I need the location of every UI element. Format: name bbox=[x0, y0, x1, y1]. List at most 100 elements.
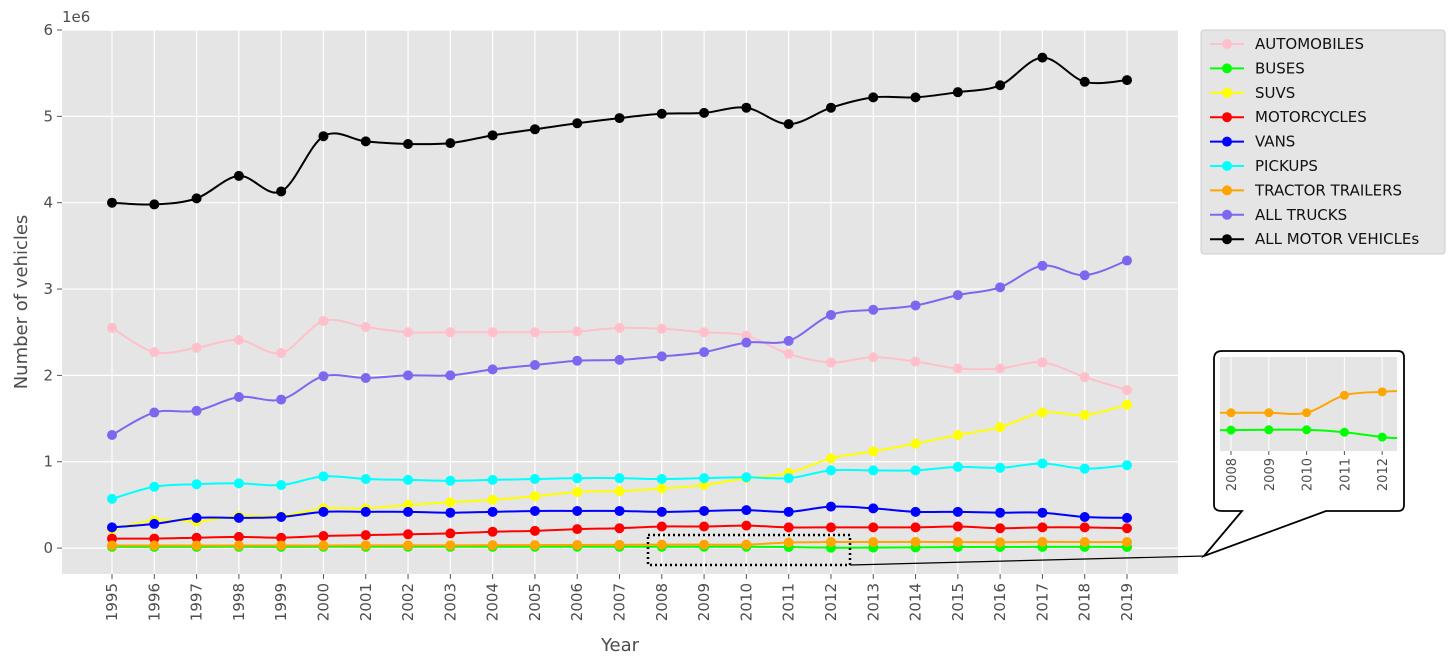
data-point bbox=[487, 327, 498, 338]
data-point bbox=[699, 327, 710, 338]
data-point bbox=[868, 92, 879, 103]
x-tick-label: 2012 bbox=[822, 583, 840, 621]
inset-plot-background bbox=[1220, 357, 1397, 451]
x-tick-label: 2001 bbox=[357, 583, 375, 621]
data-point bbox=[572, 118, 583, 129]
x-tick-label: 2004 bbox=[484, 583, 502, 621]
data-point bbox=[741, 337, 752, 348]
data-point bbox=[825, 309, 836, 320]
data-point bbox=[868, 352, 879, 363]
data-point bbox=[360, 540, 371, 551]
data-point bbox=[614, 473, 625, 484]
legend: AUTOMOBILES BUSES SUVS MOTORCYCLES VANS PICKU… bbox=[1210, 35, 1419, 248]
series-automobiles bbox=[107, 315, 1132, 396]
data-point bbox=[656, 483, 667, 494]
data-point bbox=[1079, 76, 1090, 87]
x-tick-label: 2017 bbox=[1033, 583, 1051, 621]
data-point bbox=[403, 499, 414, 510]
data-point bbox=[529, 360, 540, 371]
data-point bbox=[191, 540, 202, 551]
data-point bbox=[995, 523, 1006, 534]
data-point bbox=[825, 357, 836, 368]
y-scale-label: 1e6 bbox=[62, 8, 90, 26]
inset-data-point bbox=[1226, 425, 1236, 435]
x-tick-label: 2009 bbox=[695, 583, 713, 621]
data-point bbox=[445, 138, 456, 149]
data-point bbox=[741, 539, 752, 550]
data-point bbox=[868, 465, 879, 476]
data-point bbox=[107, 540, 117, 551]
data-point bbox=[952, 521, 963, 532]
series-group bbox=[107, 52, 1132, 553]
data-point bbox=[1037, 357, 1048, 368]
data-point bbox=[403, 138, 414, 149]
series-all-trucks bbox=[107, 255, 1132, 440]
inset-data-point bbox=[1264, 408, 1274, 418]
legend-box bbox=[1200, 29, 1446, 255]
inset-data-point bbox=[1302, 408, 1312, 418]
data-point bbox=[276, 394, 287, 405]
data-point bbox=[529, 327, 540, 338]
x-tick-label: 2011 bbox=[780, 583, 798, 621]
data-point bbox=[741, 520, 752, 531]
data-point bbox=[952, 506, 963, 517]
data-point bbox=[149, 347, 160, 358]
data-point bbox=[572, 355, 583, 366]
legend-item: VANS bbox=[1210, 133, 1295, 151]
data-point bbox=[656, 323, 667, 334]
data-point bbox=[445, 370, 456, 381]
data-point bbox=[995, 462, 1006, 473]
legend-label: VANS bbox=[1255, 133, 1295, 151]
data-point bbox=[276, 186, 287, 197]
inset-data-point bbox=[1377, 432, 1387, 442]
data-point bbox=[403, 540, 414, 551]
data-point bbox=[276, 532, 287, 543]
data-point bbox=[995, 507, 1006, 518]
data-point bbox=[1122, 523, 1132, 534]
data-point bbox=[825, 501, 836, 512]
data-point bbox=[614, 505, 625, 516]
inset-tick-label: 2012 bbox=[1376, 458, 1391, 491]
legend-item: ALL MOTOR VEHICLEs bbox=[1210, 230, 1419, 248]
x-tick-label: 1998 bbox=[230, 583, 248, 621]
y-tick-label: 1 bbox=[43, 453, 53, 471]
data-point bbox=[1037, 52, 1048, 63]
data-point bbox=[149, 540, 160, 551]
data-point bbox=[572, 539, 583, 550]
legend-label: PICKUPS bbox=[1255, 157, 1318, 175]
data-point bbox=[529, 124, 540, 135]
data-point bbox=[868, 304, 879, 315]
series-tractor-trailers bbox=[107, 536, 1132, 551]
data-point bbox=[1079, 537, 1090, 548]
data-point bbox=[1122, 255, 1132, 266]
data-point bbox=[360, 530, 371, 541]
data-point bbox=[825, 522, 836, 533]
data-point bbox=[318, 540, 329, 551]
data-point bbox=[572, 326, 583, 337]
data-point bbox=[191, 479, 202, 490]
data-point bbox=[995, 422, 1006, 433]
data-point bbox=[318, 471, 329, 482]
y-tick-label: 6 bbox=[43, 21, 53, 39]
zoom-connector-line bbox=[849, 555, 1205, 566]
data-point bbox=[1122, 385, 1132, 396]
legend-label: TRACTOR TRAILERS bbox=[1254, 181, 1402, 199]
y-axis-label: Number of vehicles bbox=[11, 215, 32, 390]
data-point bbox=[487, 526, 498, 537]
data-point bbox=[1037, 536, 1048, 547]
data-point bbox=[403, 529, 414, 540]
legend-marker bbox=[1222, 63, 1232, 74]
legend-label: ALL TRUCKS bbox=[1255, 206, 1347, 224]
data-point bbox=[1122, 75, 1132, 86]
data-point bbox=[445, 507, 456, 518]
data-point bbox=[572, 524, 583, 535]
data-point bbox=[1037, 260, 1048, 271]
data-point bbox=[699, 505, 710, 516]
x-tick-label: 2010 bbox=[737, 583, 755, 621]
inset-data-point bbox=[1339, 390, 1349, 400]
x-tick-label: 1997 bbox=[188, 583, 206, 621]
data-point bbox=[487, 130, 498, 141]
data-point bbox=[825, 537, 836, 548]
data-point bbox=[107, 533, 117, 544]
